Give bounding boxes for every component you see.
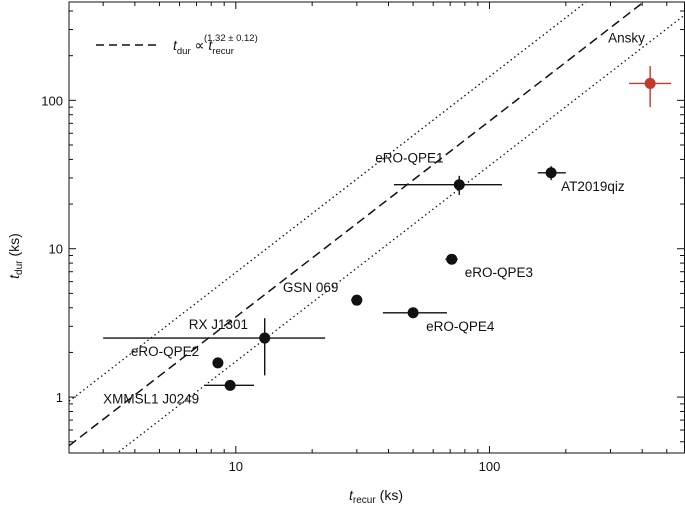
point-label: eRO-QPE1 xyxy=(375,151,443,166)
legend-symbol: t xyxy=(173,37,178,53)
point-label: Ansky xyxy=(608,30,645,45)
data-point xyxy=(407,307,419,319)
fit-line-upper xyxy=(69,2,588,402)
fit-lines xyxy=(69,2,685,453)
legend-rel: ∝ xyxy=(191,37,209,53)
y-axis-unit: (ks) xyxy=(6,233,22,256)
point-label: eRO-QPE4 xyxy=(426,319,495,334)
legend-exponent: (1.32 ± 0.12) xyxy=(204,33,258,44)
x-axis-label: trecur (ks) xyxy=(349,487,403,506)
fit-line-lower xyxy=(116,14,685,453)
legend: tdur ∝ trecur(1.32 ± 0.12) xyxy=(96,33,258,57)
y-axis-label: tdur (ks) xyxy=(6,233,25,279)
data-point xyxy=(545,167,557,179)
fit-line-main xyxy=(69,2,645,447)
y-tick-label: 100 xyxy=(41,93,63,108)
data-point xyxy=(453,179,465,191)
point-label: XMMSL1 J0249 xyxy=(103,391,199,406)
data-point xyxy=(446,253,458,265)
x-axis-unit: (ks) xyxy=(380,487,403,503)
y-tick-label: 10 xyxy=(49,242,63,257)
point-label: eRO-QPE2 xyxy=(131,344,199,359)
data-point xyxy=(212,357,224,369)
point-label: GSN 069 xyxy=(283,280,339,295)
data-point xyxy=(644,77,656,89)
data-point xyxy=(224,379,236,391)
y-axis-sub: dur xyxy=(14,260,25,275)
x-tick-label: 100 xyxy=(479,459,501,474)
data-point xyxy=(259,332,271,344)
legend-sub2: recur xyxy=(212,46,234,57)
plot-frame xyxy=(68,1,685,454)
point-label: eRO-QPE3 xyxy=(465,265,533,280)
x-axis-sub: recur xyxy=(353,495,376,506)
legend-symbol2: t xyxy=(208,37,213,53)
data-point xyxy=(351,294,363,306)
axis-ticks: 10 100 1 10 100 xyxy=(41,2,684,474)
y-tick-label: 1 xyxy=(56,390,63,405)
point-label: AT2019qiz xyxy=(561,179,625,194)
y-axis-symbol: t xyxy=(6,274,22,279)
point-label: RX J1301 xyxy=(189,317,248,332)
data-points: Ansky eRO-QPE1 AT2019qiz eRO-QPE3 GSN 069 eRO… xyxy=(103,30,672,406)
legend-label: tdur ∝ trecur(1.32 ± 0.12) xyxy=(173,33,258,57)
x-axis-symbol: t xyxy=(349,487,354,503)
legend-sub: dur xyxy=(177,46,191,57)
x-tick-label: 10 xyxy=(229,459,243,474)
